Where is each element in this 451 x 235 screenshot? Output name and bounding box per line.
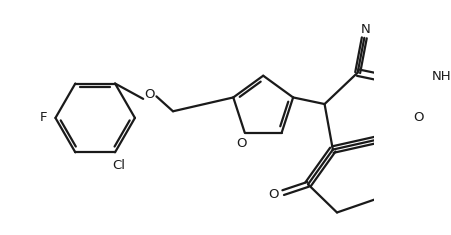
Text: O: O xyxy=(235,137,246,150)
Text: O: O xyxy=(144,88,155,101)
Text: N: N xyxy=(360,23,370,36)
Text: NH₂: NH₂ xyxy=(431,70,451,83)
Text: Cl: Cl xyxy=(111,159,124,172)
Text: O: O xyxy=(413,111,423,124)
Text: O: O xyxy=(267,188,278,201)
Text: F: F xyxy=(40,111,47,124)
